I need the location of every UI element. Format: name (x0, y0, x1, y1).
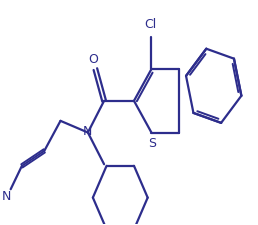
Text: Cl: Cl (144, 18, 156, 31)
Text: O: O (88, 53, 98, 66)
Text: N: N (2, 190, 12, 203)
Text: S: S (148, 137, 156, 150)
Text: N: N (83, 125, 92, 138)
